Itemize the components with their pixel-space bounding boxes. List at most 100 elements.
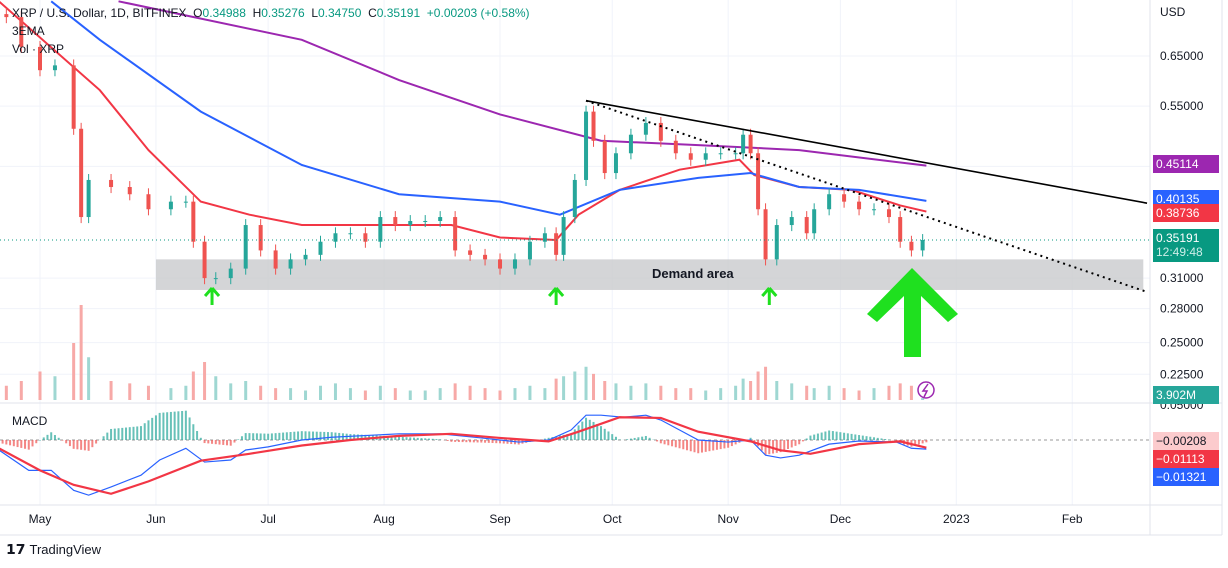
macd-histogram-bar (484, 440, 487, 443)
macd-histogram-bar (499, 440, 502, 444)
close-label: C (368, 6, 377, 20)
volume-bar (756, 371, 760, 400)
candle-body (909, 241, 914, 251)
macd-histogram-bar (794, 440, 797, 446)
ema-line-ema100 (50, 0, 927, 216)
macd-histogram-bar (753, 440, 756, 443)
candle-body (591, 111, 596, 141)
macd-histogram-bar (424, 438, 427, 440)
macd-histogram-bar (783, 440, 786, 451)
macd-histogram-bar (843, 432, 846, 440)
macd-histogram-bar (816, 433, 819, 440)
price-axis-label: 0.28000 (1160, 302, 1204, 316)
macd-histogram-bar (869, 436, 872, 440)
macd-histogram-bar (334, 432, 337, 440)
close-value: 0.35191 (376, 6, 421, 20)
demand-zone (155, 259, 1144, 290)
macd-histogram-bar (457, 440, 460, 442)
volume-bar (644, 383, 648, 400)
macd-signal-tag: −0.01113 (1153, 450, 1219, 468)
volume-bar (363, 390, 367, 400)
candle-body (393, 217, 398, 226)
macd-histogram-bar (712, 440, 715, 451)
volume-bar (812, 388, 816, 400)
macd-histogram-bar (592, 421, 595, 440)
macd-histogram-bar (831, 431, 834, 440)
volume-bar (423, 390, 427, 400)
high-label: H (252, 6, 262, 20)
candle-body (572, 179, 577, 218)
macd-histogram-bar (435, 439, 438, 440)
macd-histogram-bar (801, 440, 804, 442)
tradingview-logo[interactable]: 𝟭𝟳 TradingView (6, 541, 101, 558)
macd-histogram-bar (121, 427, 124, 440)
time-axis-label-sep: Sep (489, 512, 511, 526)
volume-bar (438, 388, 442, 400)
macd-histogram-bar (480, 440, 483, 443)
macd-histogram-bar (588, 419, 591, 440)
candle-body (228, 268, 233, 279)
macd-histogram-bar (730, 440, 733, 447)
macd-histogram-bar (607, 431, 610, 440)
macd-histogram-bar (390, 436, 393, 440)
macd-histogram-bar (873, 437, 876, 440)
volume-bar (674, 388, 678, 400)
ema-legend[interactable]: 3EMA (12, 24, 45, 38)
macd-histogram-bar (790, 440, 793, 448)
macd-histogram-bar (659, 440, 662, 444)
candle-body (127, 187, 132, 195)
macd-histogram-bar (226, 440, 228, 446)
macd-histogram-bar (211, 440, 214, 444)
macd-histogram-bar (431, 438, 434, 440)
candle-body (872, 209, 877, 211)
volume-bar (629, 385, 633, 400)
macd-histogram-bar (304, 431, 307, 440)
volume-bar (749, 381, 753, 400)
volume-legend[interactable]: Vol · XRP (12, 42, 65, 56)
macd-histogram-bar (72, 440, 75, 449)
volume-bar (184, 385, 188, 400)
lightning-icon (921, 383, 929, 398)
volume-bar (528, 385, 532, 400)
macd-histogram-bar (117, 428, 120, 440)
macd-histogram-bar (248, 433, 251, 440)
volume-bar (614, 383, 618, 400)
volume-bar (274, 388, 278, 400)
macd-histogram-bar (293, 431, 296, 440)
volume-bar (319, 385, 322, 400)
macd-histogram-bar (83, 440, 86, 451)
candle-body (542, 233, 547, 242)
macd-histogram-bar (667, 440, 670, 446)
demand-area-label: Demand area (652, 266, 734, 281)
trendline-solid (585, 99, 1148, 204)
macd-histogram-bar (805, 438, 808, 440)
volume-bar (87, 357, 91, 400)
support-arrow-icon (761, 287, 778, 305)
macd-histogram-bar (779, 440, 782, 453)
macd-histogram-bar (184, 410, 187, 440)
macd-histogram-bar (465, 440, 468, 443)
price-axis-label: 0.65000 (1160, 49, 1204, 63)
macd-legend[interactable]: MACD (12, 414, 48, 428)
volume-bar (259, 385, 263, 400)
macd-histogram-bar (637, 437, 640, 440)
candle-body (468, 250, 473, 255)
volume-bar (38, 371, 42, 400)
ema50-price-tag: 0.38736 (1153, 204, 1219, 222)
candle-body (109, 179, 114, 188)
macd-histogram-bar (222, 440, 225, 445)
macd-histogram-bar (876, 437, 879, 440)
volume-bar (146, 385, 150, 400)
candle-body (453, 217, 458, 251)
macd-histogram-bar (663, 440, 666, 445)
ema100-price-tag: 0.40135 (1153, 190, 1219, 208)
macd-histogram-bar (884, 439, 887, 440)
candle-body (333, 233, 338, 242)
macd-histogram-bar (641, 436, 644, 440)
volume-bar (592, 373, 596, 400)
volume-bar (921, 398, 925, 400)
macd-histogram-bar (154, 415, 157, 440)
candle-body (628, 134, 633, 154)
